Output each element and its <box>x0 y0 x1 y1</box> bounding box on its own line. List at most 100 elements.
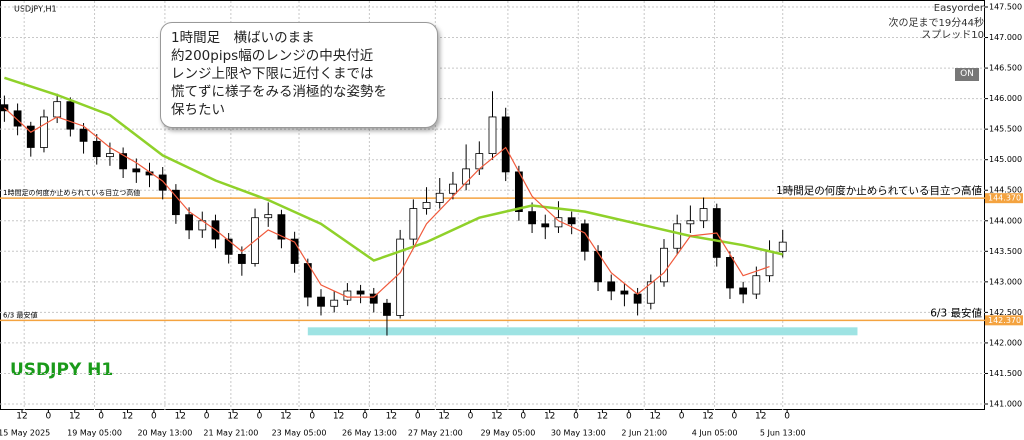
x-tick-label: 0 <box>679 412 685 422</box>
candle-body <box>185 214 193 231</box>
candle-body <box>53 101 62 118</box>
plot-frame <box>0 0 985 410</box>
candle-body <box>673 223 682 249</box>
candle-body <box>765 250 774 277</box>
level-label-small: 1時間足の何度か止められている目立つ高値 <box>3 188 140 197</box>
x-tick-label: 12 <box>438 412 449 422</box>
level-price-box <box>985 193 1023 204</box>
x-tick-label: 0 <box>257 412 263 422</box>
watermark: USDJPY H1 <box>10 360 113 380</box>
x-tick-label: 0 <box>731 412 737 422</box>
annotation-line: レンジ上限や下限に近付くまでは <box>171 66 374 82</box>
x-tick-label: 0 <box>362 412 368 422</box>
broker: Easyorder <box>933 3 984 14</box>
x-tick-label: 12 <box>69 412 80 422</box>
x-tick-label: 0 <box>468 412 474 422</box>
y-tick-label: 145.000 <box>989 155 1022 164</box>
level-label-small: 6/3 最安値 <box>3 310 38 319</box>
date-tick-label: 19 May 05:00 <box>67 429 122 438</box>
y-tick-label: 142.000 <box>989 338 1022 347</box>
y-tick-label: 141.000 <box>989 400 1022 409</box>
candle-body <box>514 171 523 213</box>
candle-body <box>13 110 22 127</box>
y-tick-label: 144.000 <box>989 216 1022 225</box>
x-tick-label: 0 <box>309 412 315 422</box>
chart-title: USDJPY,H1 <box>14 5 57 14</box>
level-label: 6/3 最安値 <box>930 306 982 319</box>
x-tick-label: 12 <box>386 412 397 422</box>
y-tick-label: 143.000 <box>989 277 1022 286</box>
x-tick-label: 0 <box>520 412 526 422</box>
candle-body <box>132 168 141 173</box>
candle-body <box>620 290 629 295</box>
candle-body <box>119 153 128 170</box>
date-tick-label: 29 May 05:00 <box>480 429 535 438</box>
x-tick-label: 0 <box>573 412 579 422</box>
y-tick-label: 146.500 <box>989 64 1022 73</box>
annotation-box: 1時間足 横ばいのまま 約200pips幅のレンジの中央付近 レンジ上限や下限に… <box>160 22 438 128</box>
y-tick-label: 146.000 <box>989 94 1022 103</box>
candle-body <box>383 302 391 316</box>
candle-body <box>633 293 642 304</box>
y-tick-label: 141.500 <box>989 369 1022 378</box>
candle-body <box>158 174 167 191</box>
level-label: 1時間足の何度か止められている目立つ高値 <box>776 184 982 197</box>
x-tick-label: 12 <box>491 412 502 422</box>
candle-body <box>237 253 246 264</box>
candle-body <box>40 116 48 148</box>
y-tick-label: 147.500 <box>989 3 1022 12</box>
x-tick-label: 12 <box>649 412 660 422</box>
date-tick-label: 30 May 13:00 <box>551 429 606 438</box>
candle-body <box>290 238 299 264</box>
candle-body <box>660 247 668 283</box>
candle-body <box>528 211 536 225</box>
candle-body <box>607 281 616 292</box>
y-tick-label: 144.500 <box>989 186 1022 195</box>
candle-body <box>435 192 444 203</box>
x-tick-label: 0 <box>151 412 157 422</box>
x-tick-label: 12 <box>597 412 608 422</box>
date-tick-label: 26 May 13:00 <box>342 429 397 438</box>
on-button[interactable]: ON <box>955 68 979 81</box>
candle-body <box>488 116 497 154</box>
countdown: 次の足まで19分44秒 <box>888 18 984 29</box>
x-tick-label: 12 <box>702 412 713 422</box>
candle-body <box>449 183 457 194</box>
candle-body <box>264 214 273 219</box>
level-price-label: 144.370 <box>988 194 1021 203</box>
candle-body <box>567 217 576 225</box>
date-tick-label: 27 May 21:00 <box>408 429 463 438</box>
candle-body <box>422 202 431 209</box>
date-tick-label: 23 May 05:00 <box>272 429 327 438</box>
candle-body <box>726 257 734 289</box>
annotation-line: 慌てずに様子をみる消極的な姿勢を <box>171 84 387 100</box>
y-tick-label: 142.500 <box>989 308 1022 317</box>
candle-body <box>0 104 9 112</box>
candle-body <box>224 238 233 255</box>
candle-body <box>106 153 114 158</box>
x-tick-label: 12 <box>16 412 27 422</box>
date-tick-label: 20 May 13:00 <box>137 429 192 438</box>
spread: スプレッド10 <box>921 30 984 41</box>
annotation-line: 1時間足 横ばいのまま <box>171 30 315 46</box>
x-tick-label: 0 <box>626 412 632 422</box>
candle-body <box>646 281 655 304</box>
candle-body <box>66 101 75 130</box>
candle-body <box>317 296 325 307</box>
date-tick-label: 2 Jun 21:00 <box>621 429 667 438</box>
candle-body <box>699 208 708 222</box>
candle-body <box>396 238 405 316</box>
ma-line <box>4 76 783 262</box>
x-tick-label: 12 <box>280 412 291 422</box>
x-tick-label: 0 <box>98 412 104 422</box>
x-tick-label: 12 <box>544 412 555 422</box>
level-price-label: 142.370 <box>988 316 1021 325</box>
highlight-band <box>307 327 858 336</box>
y-tick-label: 143.500 <box>989 247 1022 256</box>
candle-body <box>369 293 378 304</box>
candle-body <box>541 223 550 228</box>
date-tick-label: 5 Jun 13:00 <box>760 429 806 438</box>
candle-body <box>277 214 286 240</box>
candle-body <box>330 299 339 307</box>
